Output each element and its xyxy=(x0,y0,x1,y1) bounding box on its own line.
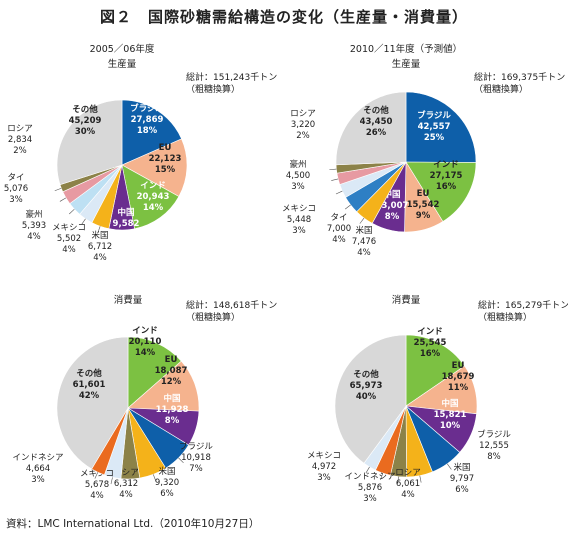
pie-chart-3: 消費量 総計：148,618千トン（粗糖換算） インド 20,110 14%EU 18,0… xyxy=(12,294,277,501)
chart-period: 2005／06年度 xyxy=(90,43,155,55)
leader-line xyxy=(81,218,86,225)
figure-title: 図２ 国際砂糖需給構造の変化（生産量・消費量） xyxy=(99,8,468,26)
chart-title: 生産量 xyxy=(392,58,421,70)
slice-label: その他 61,601 42% xyxy=(73,368,106,401)
slice-label: ロシア 2,834 2% xyxy=(7,124,33,156)
leader-line xyxy=(54,187,62,192)
leader-line xyxy=(335,190,343,195)
leader-line xyxy=(397,476,399,484)
leader-line xyxy=(97,226,101,233)
chart-title: 消費量 xyxy=(114,294,143,306)
pie-slice xyxy=(405,161,477,222)
slice-label: インド 27,175 16% xyxy=(430,160,463,192)
pie-slice xyxy=(121,138,188,197)
leader-line xyxy=(359,217,365,224)
slice-label: その他 43,450 26% xyxy=(360,105,393,138)
leader-line xyxy=(380,473,384,480)
chart-total: 総計：169,375千トン xyxy=(474,71,565,83)
chart-total: 総計：165,279千トン xyxy=(478,299,568,311)
leader-line xyxy=(331,178,339,181)
slice-label: インド 25,545 16% xyxy=(414,327,447,359)
chart-total: 総計：151,243千トン xyxy=(186,71,277,83)
slice-label: その他 65,973 40% xyxy=(350,369,383,402)
figure-source: 資料：LMC International Ltd.（2010年10月27日） xyxy=(6,518,260,530)
chart-total-note: （粗糖換算） xyxy=(474,83,528,95)
slice-label: インドネシア 4,664 3% xyxy=(12,453,63,485)
slice-label: 米国 9,797 6% xyxy=(450,462,474,495)
slice-label: ブラジル 12,555 8% xyxy=(477,429,511,462)
leader-line xyxy=(329,168,337,171)
slice-label: 中国 9,582 6% xyxy=(113,207,140,240)
chart-total-note: （粗糖換算） xyxy=(186,83,240,95)
slice-label: メキシコ 5,502 4% xyxy=(52,223,86,255)
slice-label: ロシア 3,220 2% xyxy=(290,109,316,141)
slice-label: 中国 13,007 8% xyxy=(376,189,409,222)
leader-line xyxy=(110,477,113,485)
slice-label: ブラジル 10,918 7% xyxy=(179,441,213,474)
slice-label: 豪州 4,500 3% xyxy=(286,159,310,192)
leader-line xyxy=(94,472,99,479)
slice-label: インド 20,110 14% xyxy=(129,326,162,358)
pie-slice xyxy=(121,99,182,166)
slice-label: その他 45,209 30% xyxy=(69,104,102,137)
leader-line xyxy=(365,466,370,474)
chart-period: 2010／11年度（予測値） xyxy=(350,43,462,55)
slice-label: メキシコ 4,972 3% xyxy=(307,451,341,483)
pie-slice xyxy=(56,336,129,470)
slice-label: 米国 6,712 4% xyxy=(88,230,112,263)
slice-label: ロシア 6,312 4% xyxy=(113,468,139,500)
chart-total-note: （粗糖換算） xyxy=(186,311,240,323)
chart-total: 総計：148,618千トン xyxy=(186,299,277,311)
slice-label: インドネシア 5,876 3% xyxy=(344,472,395,504)
slice-label: タイ 5,076 3% xyxy=(4,173,28,205)
chart-title: 消費量 xyxy=(392,294,421,306)
slice-label: 米国 7,476 4% xyxy=(352,225,376,258)
leader-line xyxy=(69,208,75,215)
slice-label: EU 15,542 9% xyxy=(407,189,440,221)
leader-line xyxy=(419,475,422,483)
pie-slice xyxy=(335,91,407,166)
slice-label: 豪州 5,393 4% xyxy=(22,209,46,242)
chart-title: 生産量 xyxy=(108,58,137,70)
slice-label: EU 18,679 11% xyxy=(442,361,475,393)
leader-line xyxy=(447,463,452,470)
slice-label: 中国 11,928 8% xyxy=(156,393,189,426)
slice-label: 米国 9,320 6% xyxy=(155,466,179,499)
slice-label: 中国 15,821 10% xyxy=(434,398,467,431)
slice-label: EU 18,087 12% xyxy=(155,355,188,387)
pie-slice xyxy=(405,334,466,407)
slice-label: タイ 7,000 4% xyxy=(327,213,351,245)
pie-chart-4: 消費量 総計：165,279千トン（粗糖換算） インド 25,545 16%EU 18,6… xyxy=(307,294,568,504)
slice-label: ブラジル 27,869 18% xyxy=(130,103,164,136)
chart-total-note: （粗糖換算） xyxy=(478,311,532,323)
pie-slice xyxy=(334,334,407,464)
leader-line xyxy=(178,457,184,464)
slice-label: メキシコ 5,448 3% xyxy=(282,204,316,236)
slice-label: ロシア 6,061 4% xyxy=(395,468,421,500)
pie-slice xyxy=(127,336,182,409)
slice-label: ブラジル 42,557 25% xyxy=(417,110,451,143)
leader-line xyxy=(59,197,67,202)
slice-label: EU 22,123 15% xyxy=(149,143,182,175)
pie-slice xyxy=(121,164,180,230)
slice-label: インド 20,943 14% xyxy=(137,181,170,213)
pie-slice xyxy=(56,99,123,186)
leader-line xyxy=(344,204,351,210)
leader-line xyxy=(152,474,157,481)
pie-slice xyxy=(405,91,477,163)
